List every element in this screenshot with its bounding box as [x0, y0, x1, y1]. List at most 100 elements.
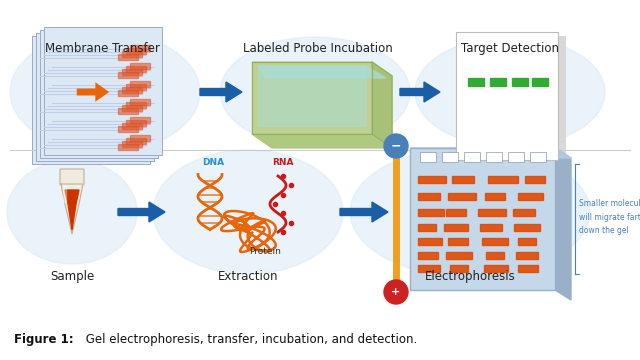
Bar: [36, 33, 154, 161]
Polygon shape: [126, 120, 146, 126]
FancyArrow shape: [340, 202, 388, 222]
Polygon shape: [478, 209, 506, 216]
Polygon shape: [118, 108, 138, 114]
Polygon shape: [482, 238, 508, 245]
Bar: [32, 36, 150, 164]
Polygon shape: [518, 193, 543, 200]
Bar: [456, 32, 558, 160]
Text: Electrophoresis: Electrophoresis: [424, 270, 515, 283]
Bar: [420, 152, 436, 162]
Polygon shape: [490, 78, 506, 86]
Polygon shape: [484, 265, 508, 272]
Polygon shape: [122, 87, 142, 93]
Polygon shape: [118, 90, 138, 96]
Polygon shape: [130, 99, 150, 105]
Circle shape: [384, 280, 408, 304]
FancyArrow shape: [118, 202, 165, 222]
Text: Target Detection: Target Detection: [461, 42, 559, 55]
Text: Protein: Protein: [249, 247, 281, 256]
Polygon shape: [532, 78, 548, 86]
Text: Extraction: Extraction: [218, 270, 278, 283]
Polygon shape: [418, 224, 436, 231]
Polygon shape: [444, 224, 468, 231]
Polygon shape: [130, 45, 150, 51]
Text: −: −: [391, 139, 401, 153]
Bar: [486, 152, 502, 162]
Polygon shape: [122, 141, 142, 147]
Polygon shape: [372, 62, 392, 148]
Polygon shape: [122, 123, 142, 129]
Polygon shape: [126, 84, 146, 90]
Polygon shape: [126, 66, 146, 72]
Text: +: +: [392, 287, 401, 297]
Text: Gel electrophoresis, transfer, incubation, and detection.: Gel electrophoresis, transfer, incubatio…: [82, 333, 417, 346]
Text: Membrane Transfer: Membrane Transfer: [45, 42, 159, 55]
Ellipse shape: [220, 37, 410, 147]
Polygon shape: [126, 48, 146, 54]
Bar: [40, 30, 158, 158]
Text: Figure 1:: Figure 1:: [14, 333, 74, 346]
Polygon shape: [513, 209, 535, 216]
Text: DNA: DNA: [202, 158, 224, 167]
Polygon shape: [516, 252, 538, 259]
Polygon shape: [512, 78, 528, 86]
Polygon shape: [485, 193, 505, 200]
Polygon shape: [525, 176, 545, 183]
Polygon shape: [258, 66, 366, 126]
Ellipse shape: [415, 37, 605, 147]
Polygon shape: [418, 252, 438, 259]
Polygon shape: [252, 62, 392, 76]
Text: Smaller molecules
will migrate farther
down the gel: Smaller molecules will migrate farther d…: [579, 199, 640, 235]
Circle shape: [384, 134, 408, 158]
Polygon shape: [410, 148, 571, 158]
Polygon shape: [418, 209, 444, 216]
Polygon shape: [65, 190, 79, 230]
Bar: [442, 152, 458, 162]
Bar: [508, 152, 524, 162]
Polygon shape: [126, 102, 146, 108]
Bar: [464, 152, 480, 162]
Polygon shape: [122, 69, 142, 75]
Polygon shape: [418, 176, 446, 183]
Polygon shape: [252, 134, 392, 148]
Polygon shape: [118, 144, 138, 150]
Text: Labeled Probe Incubation: Labeled Probe Incubation: [243, 42, 393, 55]
Polygon shape: [130, 117, 150, 123]
Polygon shape: [118, 126, 138, 132]
Polygon shape: [418, 238, 442, 245]
Polygon shape: [63, 186, 66, 202]
Polygon shape: [252, 62, 372, 134]
Polygon shape: [452, 176, 474, 183]
Polygon shape: [555, 148, 571, 300]
Polygon shape: [468, 78, 484, 86]
Polygon shape: [130, 135, 150, 141]
FancyBboxPatch shape: [60, 169, 84, 185]
Polygon shape: [518, 265, 538, 272]
Polygon shape: [418, 193, 440, 200]
Polygon shape: [448, 238, 468, 245]
FancyArrow shape: [400, 82, 440, 102]
Polygon shape: [486, 252, 504, 259]
Polygon shape: [418, 265, 440, 272]
Bar: [44, 27, 162, 155]
Polygon shape: [122, 51, 142, 57]
Polygon shape: [450, 265, 468, 272]
Polygon shape: [446, 209, 466, 216]
Text: RNA: RNA: [272, 158, 294, 167]
Ellipse shape: [7, 160, 137, 264]
Polygon shape: [118, 54, 138, 60]
Bar: [558, 36, 566, 156]
Polygon shape: [488, 176, 518, 183]
Polygon shape: [448, 193, 476, 200]
Polygon shape: [61, 184, 83, 234]
Polygon shape: [118, 72, 138, 78]
Polygon shape: [130, 81, 150, 87]
Ellipse shape: [350, 147, 590, 277]
FancyArrow shape: [200, 82, 242, 102]
Polygon shape: [130, 63, 150, 69]
Polygon shape: [518, 238, 536, 245]
Polygon shape: [480, 224, 502, 231]
Ellipse shape: [153, 150, 343, 274]
Polygon shape: [514, 224, 540, 231]
Bar: [410, 148, 555, 290]
